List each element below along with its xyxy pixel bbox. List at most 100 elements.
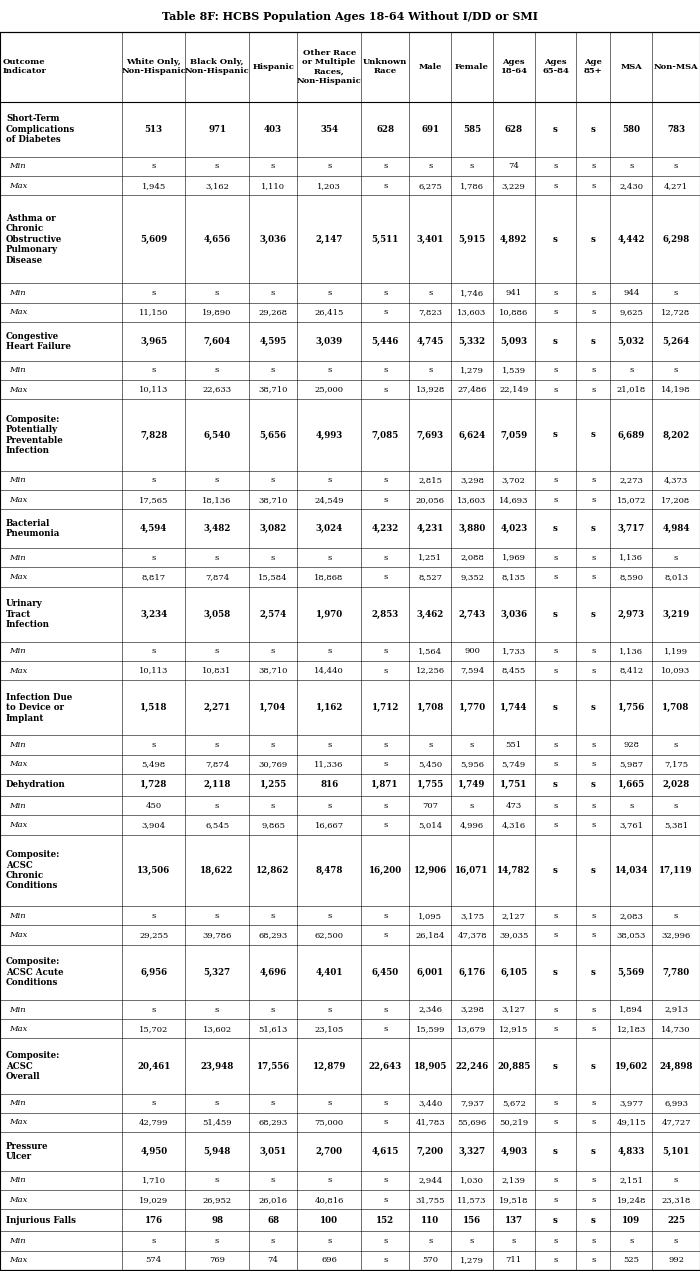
Text: 5,609: 5,609 <box>140 235 167 244</box>
Text: 1,704: 1,704 <box>260 703 287 712</box>
Text: 38,710: 38,710 <box>258 666 288 675</box>
Text: s: s <box>327 911 331 920</box>
Text: 4,231: 4,231 <box>416 524 444 534</box>
Text: 4,745: 4,745 <box>416 337 444 346</box>
Text: 47,378: 47,378 <box>457 932 487 939</box>
Text: Non-MSA: Non-MSA <box>654 62 699 71</box>
Text: 29,255: 29,255 <box>139 932 169 939</box>
Text: s: s <box>327 289 331 297</box>
Text: s: s <box>215 1177 219 1185</box>
Text: Max: Max <box>9 821 27 829</box>
Text: 14,198: 14,198 <box>662 385 691 394</box>
Text: s: s <box>327 163 331 170</box>
Text: 2,700: 2,700 <box>316 1146 343 1155</box>
Text: 783: 783 <box>667 125 685 133</box>
Text: s: s <box>592 309 596 316</box>
Text: 7,604: 7,604 <box>204 337 231 346</box>
Text: 13,603: 13,603 <box>458 496 486 503</box>
Text: Age
85+: Age 85+ <box>584 58 603 75</box>
Text: s: s <box>591 235 596 244</box>
Text: s: s <box>553 1216 558 1225</box>
Text: s: s <box>554 821 558 829</box>
Text: s: s <box>271 911 275 920</box>
Text: 10,113: 10,113 <box>139 666 169 675</box>
Text: 5,656: 5,656 <box>260 431 287 440</box>
Text: Black Only,
Non-Hispanic: Black Only, Non-Hispanic <box>185 58 249 75</box>
Text: s: s <box>674 289 678 297</box>
Text: 4,316: 4,316 <box>502 821 526 829</box>
Text: 1,770: 1,770 <box>458 703 486 712</box>
Text: s: s <box>591 780 596 789</box>
Text: 1,751: 1,751 <box>500 780 528 789</box>
Text: 8,817: 8,817 <box>141 573 166 581</box>
Text: s: s <box>383 760 387 768</box>
Text: 14,693: 14,693 <box>499 496 528 503</box>
Text: 4,442: 4,442 <box>617 235 645 244</box>
Text: 6,105: 6,105 <box>500 967 527 977</box>
Text: 473: 473 <box>505 802 522 810</box>
Text: Min: Min <box>9 802 26 810</box>
Text: 13,603: 13,603 <box>458 309 486 316</box>
Text: 225: 225 <box>667 1216 685 1225</box>
Text: 525: 525 <box>623 1256 639 1265</box>
Text: Max: Max <box>9 1118 27 1126</box>
Text: Urinary
Tract
Infection: Urinary Tract Infection <box>6 599 50 629</box>
Text: s: s <box>553 524 558 533</box>
Text: s: s <box>591 524 596 533</box>
Text: 4,903: 4,903 <box>500 1146 527 1155</box>
Text: 109: 109 <box>622 1216 640 1225</box>
Text: s: s <box>554 647 558 656</box>
Text: 691: 691 <box>421 125 440 133</box>
Text: 5,446: 5,446 <box>372 337 399 346</box>
Text: 39,786: 39,786 <box>202 932 232 939</box>
Text: 928: 928 <box>623 741 639 749</box>
Text: 176: 176 <box>145 1216 163 1225</box>
Text: 1,969: 1,969 <box>502 554 526 562</box>
Text: 8,013: 8,013 <box>664 573 688 581</box>
Text: s: s <box>591 866 596 874</box>
Text: s: s <box>470 163 474 170</box>
Text: 25,000: 25,000 <box>314 385 344 394</box>
Text: s: s <box>553 780 558 789</box>
Text: 5,948: 5,948 <box>204 1146 231 1155</box>
Text: s: s <box>152 1099 156 1107</box>
Text: s: s <box>383 666 387 675</box>
Text: s: s <box>554 554 558 562</box>
Text: s: s <box>553 125 558 133</box>
Text: 15,072: 15,072 <box>617 496 646 503</box>
Text: 3,462: 3,462 <box>416 610 444 619</box>
Text: s: s <box>383 1005 387 1013</box>
Text: 5,749: 5,749 <box>502 760 526 768</box>
Text: 450: 450 <box>146 802 162 810</box>
Text: s: s <box>592 666 596 675</box>
Text: 24,898: 24,898 <box>659 1061 693 1070</box>
Text: s: s <box>592 1196 596 1204</box>
Text: 3,298: 3,298 <box>460 477 484 484</box>
Text: 1,756: 1,756 <box>617 703 645 712</box>
Text: 2,743: 2,743 <box>458 610 486 619</box>
Text: 14,782: 14,782 <box>497 866 531 874</box>
Text: Pressure
Ulcer: Pressure Ulcer <box>6 1141 48 1162</box>
Text: 29,268: 29,268 <box>258 309 288 316</box>
Text: 2,944: 2,944 <box>418 1177 442 1185</box>
Text: s: s <box>215 911 219 920</box>
Text: Asthma or
Chronic
Obstructive
Pulmonary
Disease: Asthma or Chronic Obstructive Pulmonary … <box>6 214 62 264</box>
Text: s: s <box>152 366 156 374</box>
Text: Min: Min <box>9 1177 26 1185</box>
Text: 1,518: 1,518 <box>140 703 167 712</box>
Text: 3,440: 3,440 <box>418 1099 442 1107</box>
Text: s: s <box>327 1005 331 1013</box>
Text: 12,915: 12,915 <box>499 1024 528 1033</box>
Text: s: s <box>554 477 558 484</box>
Text: 137: 137 <box>505 1216 523 1225</box>
Text: s: s <box>215 477 219 484</box>
Text: s: s <box>554 1196 558 1204</box>
Text: s: s <box>428 741 433 749</box>
Text: 2,127: 2,127 <box>502 911 526 920</box>
Text: 16,071: 16,071 <box>456 866 489 874</box>
Text: 7,874: 7,874 <box>205 760 229 768</box>
Text: 585: 585 <box>463 125 481 133</box>
Text: s: s <box>592 1099 596 1107</box>
Text: 4,023: 4,023 <box>500 524 527 534</box>
Text: 5,987: 5,987 <box>620 760 643 768</box>
